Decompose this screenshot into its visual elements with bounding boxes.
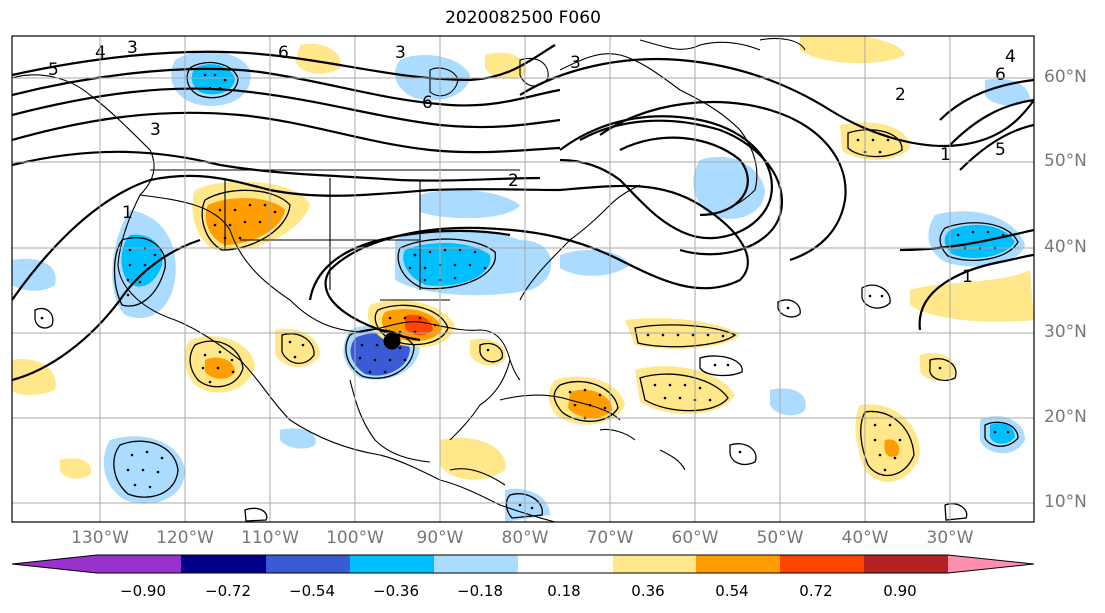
colorbar-tick-label: 0.36: [631, 582, 665, 600]
gridlines: [12, 36, 1034, 522]
contour-label: 4: [1005, 47, 1016, 67]
lon-label: 120°W: [156, 528, 214, 548]
colorbar: [11, 554, 1035, 574]
lon-label: 30°W: [926, 528, 974, 548]
contour-label: 2: [508, 171, 519, 191]
lon-label: 70°W: [586, 528, 634, 548]
contour-label: 1: [940, 145, 951, 165]
lon-label: 40°W: [841, 528, 889, 548]
lon-label: 110°W: [241, 528, 299, 548]
significance-dots: [40, 73, 1010, 510]
colorbar-tick-label: −0.90: [120, 582, 166, 600]
lon-label: 60°W: [671, 528, 719, 548]
contour-label: 3: [127, 38, 138, 58]
colorbar-tick-label: 0.72: [799, 582, 833, 600]
colorbar-tick-label: −0.72: [205, 582, 251, 600]
contour-label: 6: [995, 65, 1006, 85]
colorbar-tick-label: 0.18: [547, 582, 581, 600]
contour-label: 1: [962, 267, 973, 287]
contour-label: 3: [150, 120, 161, 140]
lon-label: 130°W: [71, 528, 129, 548]
contour-lines: [12, 44, 1034, 382]
contour-label: 5: [48, 60, 59, 80]
lat-label: 50°N: [1044, 151, 1087, 171]
lon-label: 100°W: [326, 528, 384, 548]
colorbar-tick-label: −0.54: [289, 582, 335, 600]
map-frame: [11, 35, 1035, 523]
contour-label: 1: [122, 203, 133, 223]
colorbar-tick-label: −0.36: [373, 582, 419, 600]
lat-label: 10°N: [1044, 492, 1087, 512]
contour-label: 6: [278, 43, 289, 63]
lon-label: 80°W: [501, 528, 549, 548]
contour-label: 5: [995, 140, 1006, 160]
colorbar-tick-label: −0.18: [457, 582, 503, 600]
lat-label: 40°N: [1044, 237, 1087, 257]
contour-label: 2: [895, 85, 906, 105]
lat-label: 20°N: [1044, 407, 1087, 427]
contour-label: 6: [422, 93, 433, 113]
colorbar-tick-label: 0.54: [715, 582, 749, 600]
colorbar-extend-low: [12, 555, 97, 573]
lon-label: 90°W: [416, 528, 464, 548]
lat-label: 30°N: [1044, 322, 1087, 342]
plot-area: 5 4 3 6 3 3 6 2 1 3 2 1 5 4 6 1: [12, 36, 1034, 522]
lon-label: 50°W: [756, 528, 804, 548]
contour-label-group: 5 4 3 6 3 3 6 2 1 3 2 1 5 4 6 1: [48, 38, 1016, 287]
lat-label: 60°N: [1044, 67, 1087, 87]
significance-contours: [34, 61, 1019, 522]
colorbar-extend-high: [948, 555, 1034, 573]
location-marker: [383, 332, 401, 350]
map-title: 2020082500 F060: [445, 8, 601, 28]
contour-label: 3: [395, 43, 406, 63]
colorbar-tick-label: 0.90: [883, 582, 917, 600]
